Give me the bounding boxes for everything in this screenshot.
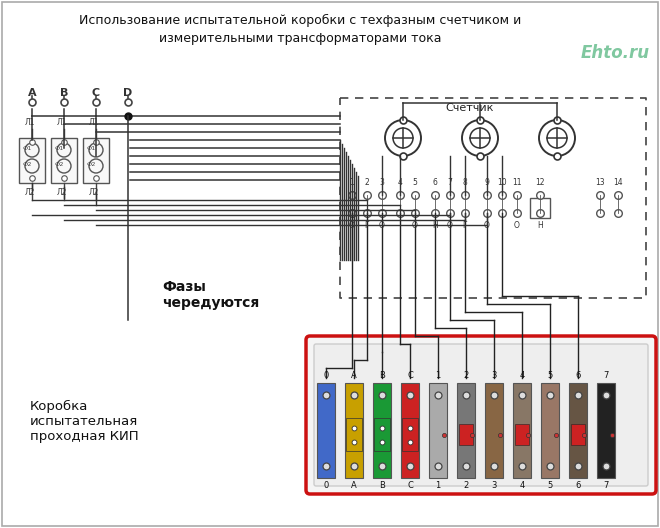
Text: 7: 7: [603, 371, 609, 380]
Text: 7: 7: [447, 178, 453, 187]
Text: Счетчик: Счетчик: [446, 103, 494, 113]
Bar: [429, 383, 447, 478]
Text: О: О: [412, 221, 418, 230]
Bar: [19, 138, 45, 183]
FancyBboxPatch shape: [306, 336, 656, 494]
Bar: [571, 424, 585, 445]
Text: Ф2: Ф2: [86, 162, 96, 167]
Text: В: В: [379, 371, 385, 380]
Text: 6: 6: [432, 178, 438, 187]
Text: Ehto.ru: Ehto.ru: [580, 44, 649, 62]
Text: 4: 4: [397, 178, 403, 187]
Text: А: А: [28, 88, 36, 98]
Text: 5: 5: [412, 178, 417, 187]
Text: 4: 4: [519, 481, 525, 490]
Text: измерительными трансформаторами тока: измерительными трансформаторами тока: [159, 32, 442, 45]
Text: 13: 13: [595, 178, 605, 187]
Text: 5: 5: [547, 481, 552, 490]
Text: 2: 2: [364, 178, 370, 187]
FancyBboxPatch shape: [314, 344, 648, 486]
Text: 0: 0: [323, 481, 329, 490]
Bar: [83, 138, 109, 183]
Text: С: С: [407, 371, 413, 380]
Text: Н: Н: [537, 221, 543, 230]
Text: 5: 5: [547, 371, 552, 380]
Bar: [374, 418, 390, 451]
Text: 11: 11: [512, 178, 522, 187]
Text: 8: 8: [463, 178, 467, 187]
Text: В: В: [60, 88, 68, 98]
Bar: [402, 418, 418, 451]
Bar: [373, 383, 391, 478]
Text: 1: 1: [436, 371, 441, 380]
Text: Л2: Л2: [89, 188, 99, 197]
Text: С: С: [92, 88, 100, 98]
Text: 9: 9: [484, 178, 490, 187]
Text: 6: 6: [576, 481, 581, 490]
Text: Н: Н: [432, 221, 438, 230]
Text: D: D: [123, 88, 133, 98]
Text: Фазы
чередуются: Фазы чередуются: [162, 280, 259, 310]
Text: Л1: Л1: [25, 118, 35, 127]
Bar: [530, 198, 550, 218]
Text: 7: 7: [603, 481, 609, 490]
Text: Л2: Л2: [25, 188, 35, 197]
Text: О: О: [349, 221, 355, 230]
Text: 6: 6: [576, 371, 581, 380]
Text: Л2: Л2: [57, 188, 67, 197]
Text: Ф1: Ф1: [22, 146, 32, 151]
Text: Ф2: Ф2: [22, 162, 32, 167]
Text: Г: Г: [463, 221, 467, 230]
Text: Ф2: Ф2: [54, 162, 63, 167]
Text: Г: Г: [365, 221, 370, 230]
Text: А: А: [351, 371, 357, 380]
Text: 4: 4: [519, 371, 525, 380]
Bar: [515, 424, 529, 445]
Bar: [346, 418, 362, 451]
Text: Использование испытательной коробки с техфазным счетчиком и: Использование испытательной коробки с те…: [79, 14, 521, 27]
Text: Коробка
испытательная
проходная КИП: Коробка испытательная проходная КИП: [30, 400, 139, 443]
Text: Ф1: Ф1: [54, 146, 63, 151]
Text: О: О: [379, 221, 385, 230]
Bar: [541, 383, 559, 478]
Bar: [569, 383, 587, 478]
Text: 10: 10: [497, 178, 507, 187]
Bar: [597, 383, 615, 478]
Text: 3: 3: [491, 371, 497, 380]
Text: Л1: Л1: [89, 118, 99, 127]
Bar: [51, 138, 77, 183]
Text: Ф1: Ф1: [86, 146, 96, 151]
Text: 2: 2: [463, 371, 469, 380]
Text: 12: 12: [535, 178, 544, 187]
Text: О: О: [447, 221, 453, 230]
Text: 3: 3: [379, 178, 384, 187]
Text: 2: 2: [463, 481, 469, 490]
Text: Л1: Л1: [57, 118, 67, 127]
Bar: [345, 383, 363, 478]
Bar: [457, 383, 475, 478]
Text: С: С: [407, 481, 413, 490]
Bar: [401, 383, 419, 478]
Text: О: О: [514, 221, 520, 230]
Text: В: В: [379, 481, 385, 490]
Text: 14: 14: [613, 178, 623, 187]
Bar: [485, 383, 503, 478]
Text: О: О: [484, 221, 490, 230]
Text: 1: 1: [436, 481, 441, 490]
Bar: [513, 383, 531, 478]
Text: 3: 3: [491, 481, 497, 490]
Bar: [459, 424, 473, 445]
Bar: [317, 383, 335, 478]
Text: 1: 1: [350, 178, 354, 187]
Text: А: А: [351, 481, 357, 490]
Text: 0: 0: [323, 371, 329, 380]
